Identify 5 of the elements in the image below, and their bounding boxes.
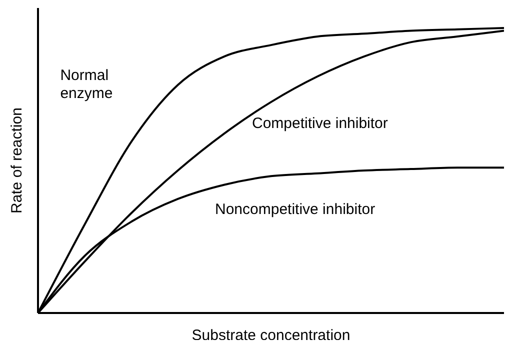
y-axis-title: Rate of reaction [8,108,26,214]
series-label: Noncompetitive inhibitor [215,201,376,218]
text: Normal enzyme [60,66,113,102]
x-axis-title: Substrate concentration [192,327,350,344]
series-label: Competitive inhibitor [252,115,388,132]
